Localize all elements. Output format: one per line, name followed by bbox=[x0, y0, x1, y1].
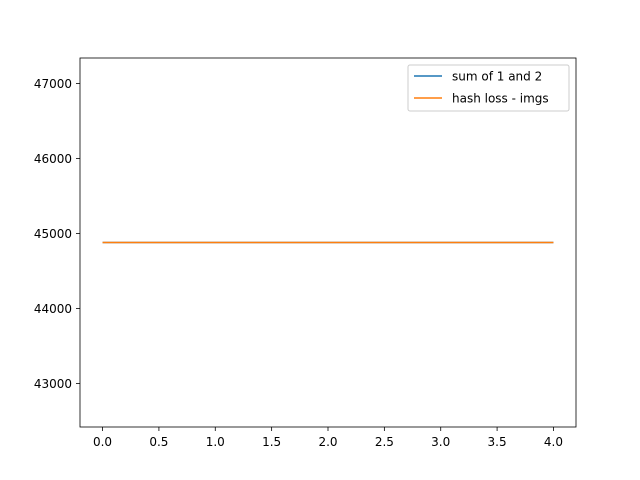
x-tick-label: 2.5 bbox=[375, 435, 394, 449]
x-tick-label: 4.0 bbox=[544, 435, 563, 449]
y-axis: 43000 44000 45000 46000 47000 bbox=[34, 77, 80, 391]
y-tick-label: 44000 bbox=[34, 302, 72, 316]
x-tick-label: 1.0 bbox=[206, 435, 225, 449]
x-tick-label: 3.5 bbox=[488, 435, 507, 449]
legend-label-sum-of-1-and-2: sum of 1 and 2 bbox=[452, 70, 542, 84]
x-tick-label: 0.0 bbox=[93, 435, 112, 449]
legend-label-hash-loss-imgs: hash loss - imgs bbox=[452, 92, 549, 106]
y-tick-label: 45000 bbox=[34, 227, 72, 241]
y-tick-label: 46000 bbox=[34, 152, 72, 166]
legend-box bbox=[407, 64, 570, 112]
x-tick-label: 3.0 bbox=[431, 435, 450, 449]
y-tick-label: 43000 bbox=[34, 377, 72, 391]
legend: sum of 1 and 2 hash loss - imgs bbox=[407, 64, 570, 112]
y-tick-label: 47000 bbox=[34, 77, 72, 91]
x-tick-label: 1.5 bbox=[262, 435, 281, 449]
x-tick-label: 2.0 bbox=[318, 435, 337, 449]
x-axis: 0.0 0.5 1.0 1.5 2.0 2.5 3.0 3.5 4.0 bbox=[93, 427, 563, 449]
x-tick-label: 0.5 bbox=[149, 435, 168, 449]
